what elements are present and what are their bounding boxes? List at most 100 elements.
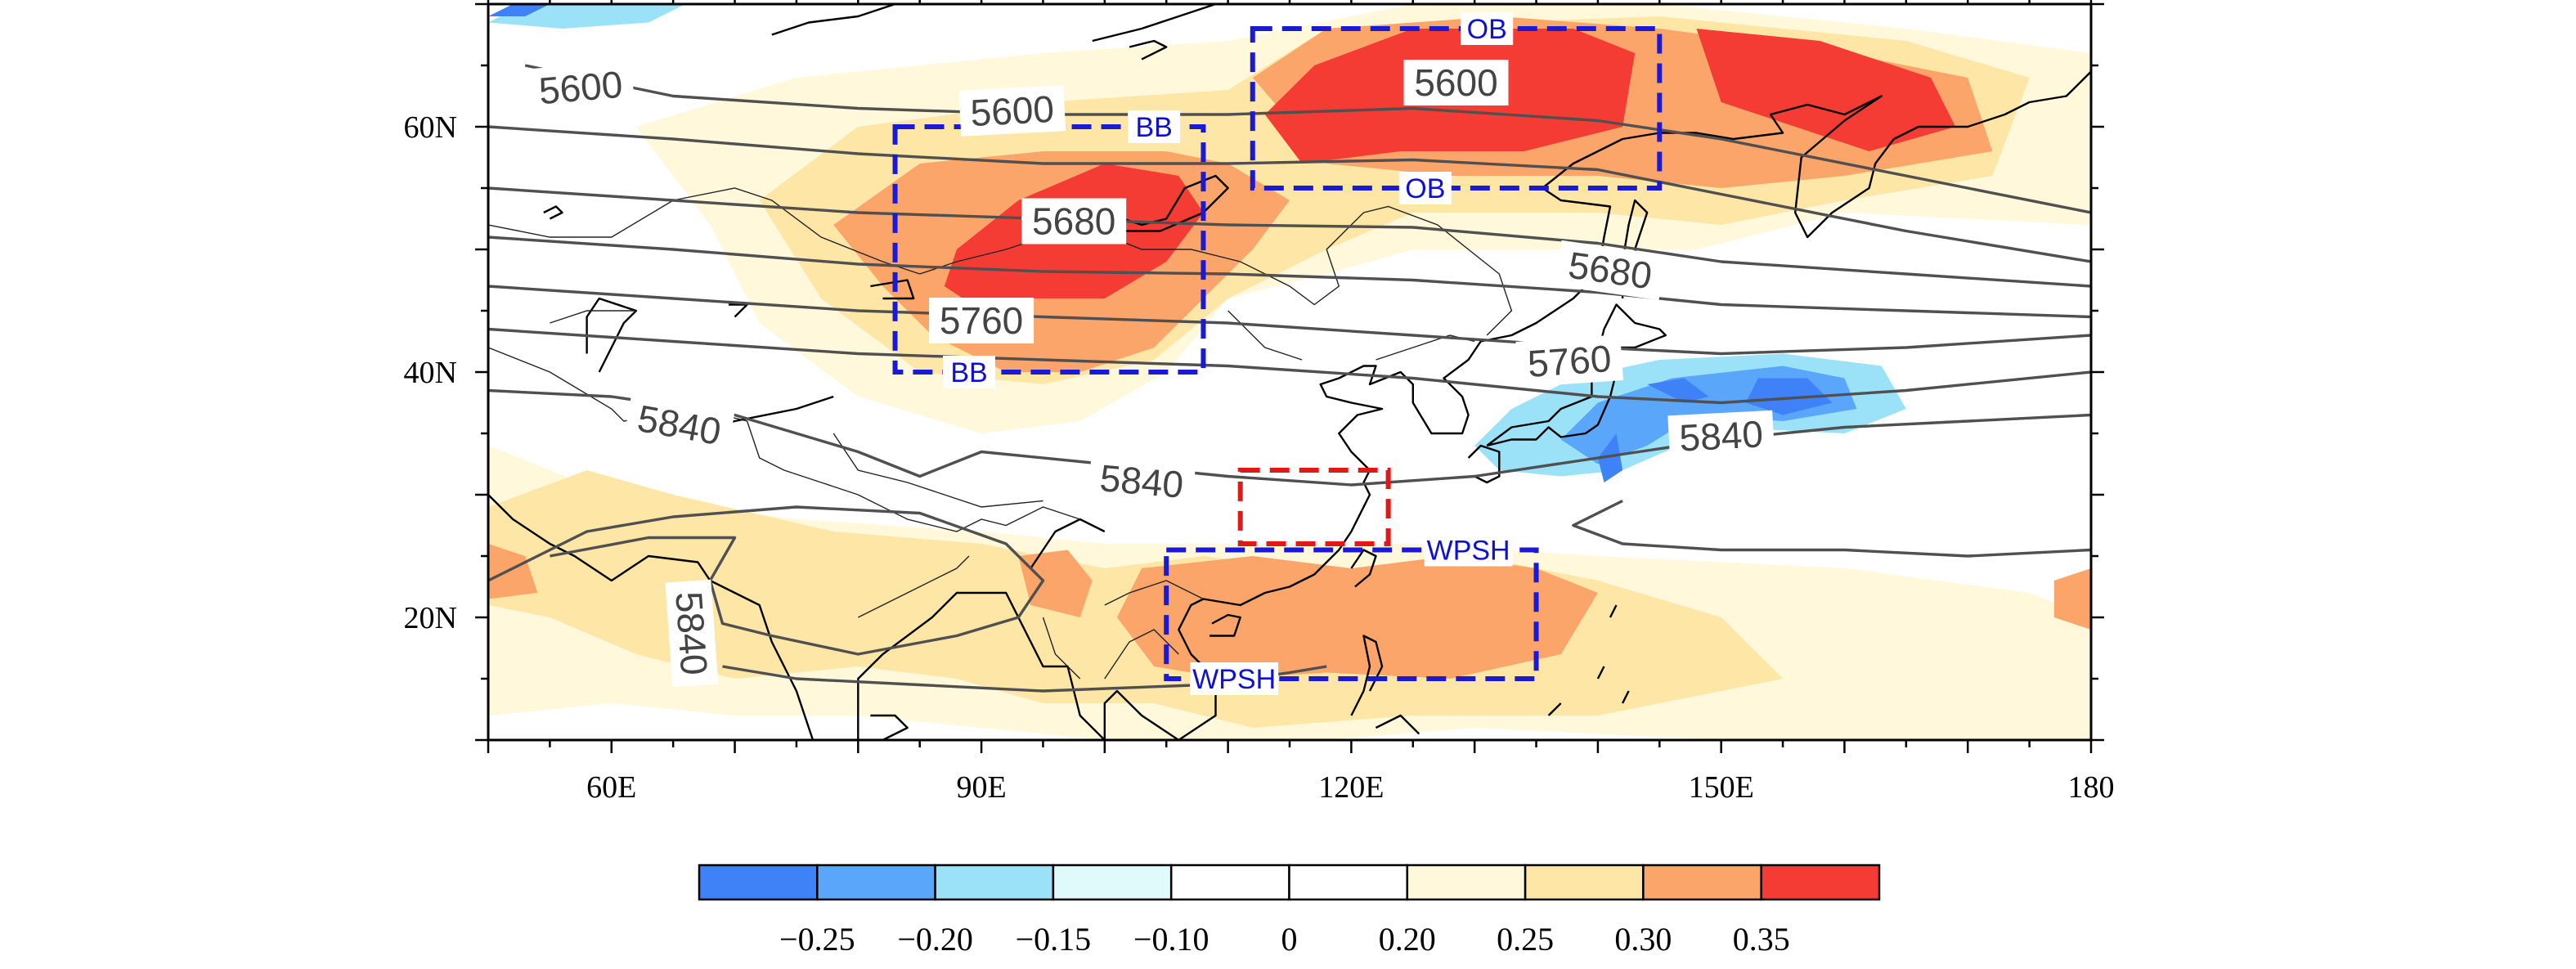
colorbar-label: −0.25 <box>779 921 855 958</box>
colorbar-bin <box>1642 864 1762 901</box>
colorbar-label: 0.20 <box>1379 921 1436 958</box>
lon-tick-label: 90E <box>956 770 1006 805</box>
contour-label-bg <box>1087 454 1196 509</box>
region-label-bg <box>943 356 995 388</box>
anomaly-shading <box>488 4 2091 740</box>
coastline <box>1609 604 1618 618</box>
contour-label: 5840 <box>1087 454 1196 509</box>
country-border <box>1042 617 1081 680</box>
contour-label: 5760 <box>929 298 1034 343</box>
colorbar-bin <box>1524 864 1645 901</box>
height-contours <box>488 64 2091 693</box>
lat-tick-label: 60N <box>404 110 457 145</box>
coastline <box>771 4 895 36</box>
region-box-ob <box>1250 26 1663 191</box>
anomaly-region <box>1745 378 1833 415</box>
contour-5600 <box>524 64 2091 214</box>
coastline <box>586 297 638 373</box>
lat-tick-label: 40N <box>404 356 457 390</box>
contour-label-bg <box>526 60 635 115</box>
contour-5840 <box>488 505 1045 656</box>
lon-tick-label: 150E <box>1689 770 1754 805</box>
anomaly-region <box>488 4 550 16</box>
colorbar-bin <box>1406 864 1527 901</box>
colorbar-label: 0.25 <box>1497 921 1554 958</box>
axis-ticks: 60E 90E 120E 150E 180 20N 40N 60N <box>404 0 2115 805</box>
region-labels: BB BB OB OB WPSH WPSH <box>943 12 1514 695</box>
contour-labels: 5600 5600 5600 5680 5680 5760 5760 5840 5840 5840… <box>526 60 1775 688</box>
coastline <box>1375 714 1420 735</box>
region-label-bg <box>1128 110 1181 143</box>
contour-5840 <box>1572 499 2091 558</box>
contour-label: 5600 <box>526 60 635 115</box>
country-border <box>1104 580 1204 606</box>
contour-label-text: 5840 <box>1678 412 1764 459</box>
contour-5760 <box>488 327 2091 405</box>
contour-label: 5760 <box>1515 334 1623 388</box>
contour-label: 5680 <box>1555 240 1666 301</box>
contour-label-text: 5600 <box>1414 61 1497 104</box>
contour-5600 <box>488 125 2091 263</box>
colorbar-bin <box>1052 864 1173 901</box>
coastline <box>1209 613 1241 637</box>
anomaly-region <box>1696 29 1956 151</box>
coastline <box>1129 39 1168 61</box>
contour-label: 5680 <box>1021 198 1127 244</box>
contour-label-bg <box>1667 410 1775 462</box>
country-border <box>1104 629 1179 680</box>
colorbar-label: 0 <box>1281 921 1298 958</box>
contour-label-text: 5840 <box>667 590 716 677</box>
contour-label-text: 5600 <box>969 87 1055 134</box>
contour-label-text: 5840 <box>1098 456 1185 506</box>
lon-tick-label: 120E <box>1318 770 1384 805</box>
region-label-wpsh: WPSH <box>1192 664 1276 695</box>
colorbar-bin <box>1760 864 1881 901</box>
contour-label: 5600 <box>1403 60 1509 105</box>
contour-label-bg <box>929 298 1034 343</box>
contour-label-bg <box>1555 240 1666 301</box>
country-border <box>857 555 970 618</box>
region-label-bg <box>1461 12 1514 45</box>
region-label-bg <box>1424 533 1513 567</box>
contour-label-text: 5680 <box>1032 200 1115 243</box>
contour-5760 <box>488 285 2091 356</box>
anomaly-region <box>2053 568 2091 630</box>
map-plot-area: 5600 5600 5600 5680 5680 5760 5760 5840 5840 5840… <box>488 4 2091 740</box>
region-label-ob: OB <box>1467 14 1507 45</box>
coastline <box>1103 689 1179 740</box>
colorbar-label: −0.15 <box>1016 921 1092 958</box>
contour-label-text: 5600 <box>537 63 624 113</box>
colorbar-bin <box>1169 864 1290 901</box>
lon-tick-label: 60E <box>586 770 636 805</box>
region-label-bg <box>1398 172 1452 204</box>
contour-5680 <box>488 186 2091 288</box>
anomaly-region <box>1597 433 1623 482</box>
country-border <box>832 433 1043 508</box>
contour-label-bg <box>1515 334 1623 388</box>
lat-tick-label: 20N <box>404 601 457 635</box>
coastline <box>1547 702 1562 716</box>
colorbar: −0.25 −0.20 −0.15 −0.10 0 0.20 0.25 0.30 0.35 <box>698 864 1881 958</box>
coastline <box>857 591 1106 740</box>
coastline <box>1596 666 1605 680</box>
country-border <box>488 187 920 275</box>
coastline <box>870 714 909 740</box>
contour-label-bg <box>1403 60 1509 105</box>
region-label-bb: BB <box>1135 112 1172 143</box>
region-label-bg <box>1190 662 1279 695</box>
coastline <box>870 279 915 300</box>
contour-label-bg <box>665 579 719 688</box>
contour-label-text: 5760 <box>1526 337 1613 385</box>
country-border <box>488 347 1080 532</box>
coastline <box>543 205 563 220</box>
contour-5680 <box>488 236 2091 319</box>
colorbar-bin <box>1288 864 1409 901</box>
coastline <box>1467 444 1501 484</box>
anomaly-region <box>1018 550 1093 617</box>
lon-tick-label: 180 <box>2068 770 2115 805</box>
colorbar-label: −0.10 <box>1133 921 1209 958</box>
contour-5840 <box>722 665 1327 693</box>
region-label-bb: BB <box>950 357 987 388</box>
coastline <box>488 494 815 740</box>
